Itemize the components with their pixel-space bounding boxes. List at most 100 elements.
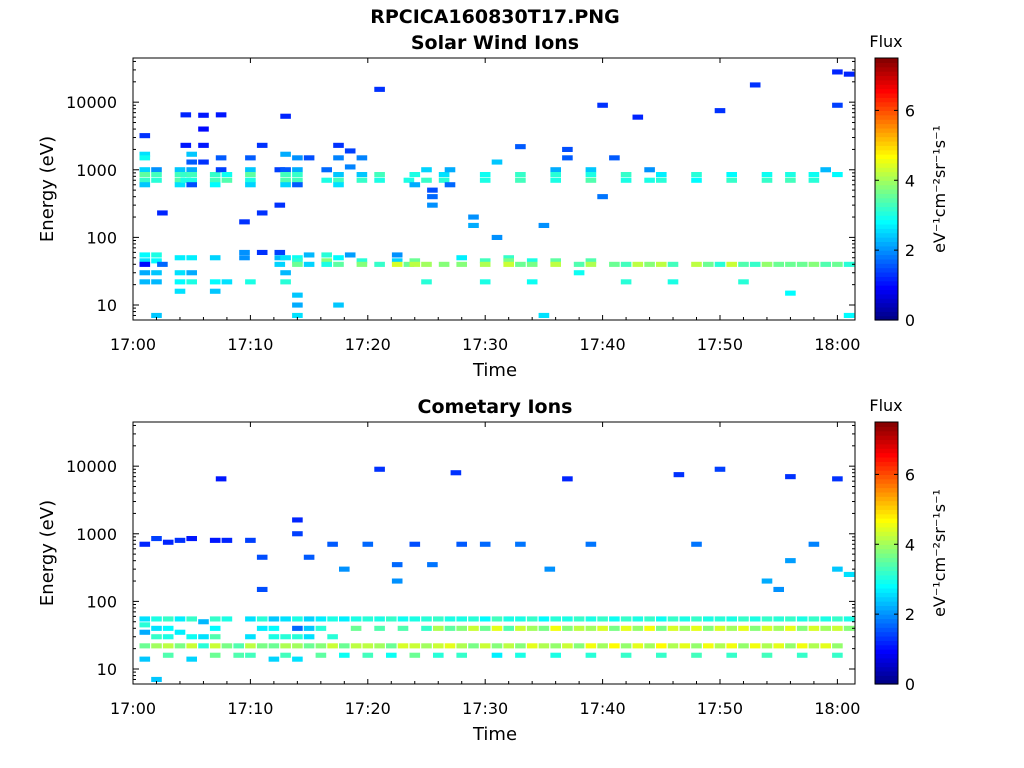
p1-heatmap-cell (644, 167, 655, 173)
p2-heatmap-cell (479, 643, 491, 649)
p2-heatmap-cell (209, 625, 221, 631)
p1-heatmap-cell (843, 261, 855, 267)
p1-heatmap-cell (738, 261, 749, 267)
p2-colorbar-segment (875, 456, 898, 462)
p2-heatmap-cell (303, 643, 315, 649)
p2-heatmap-cell (726, 616, 737, 622)
p1-axes-frame (132, 57, 856, 321)
p2-heatmap-cell (397, 643, 409, 649)
p2-heatmap-cell (820, 616, 831, 622)
p2-heatmap-cell (421, 616, 432, 622)
p2-heatmap-cell (550, 625, 561, 631)
p1-heatmap-cell (479, 261, 491, 267)
p2-colorbar-segment (875, 526, 898, 532)
p1-heatmap-cell (468, 214, 479, 220)
p1-heatmap-cell (215, 112, 227, 118)
p1-heatmap-cell (374, 86, 385, 92)
p2-heatmap-cell (479, 616, 491, 622)
p1-colorbar-segment (875, 306, 898, 312)
p1-heatmap-cell (186, 151, 197, 157)
p1-colorbar-frame (874, 57, 899, 321)
p2-heatmap-cell (186, 536, 197, 542)
p1-heatmap-cell (479, 279, 491, 285)
p1-heatmap-cell (714, 108, 726, 114)
p2-heatmap-cell (761, 616, 773, 622)
p2-heatmap-cell (785, 474, 796, 480)
p2-heatmap-cell (303, 616, 315, 622)
p1-heatmap-cell (456, 255, 467, 261)
p2-heatmap-cell (656, 643, 667, 649)
p1-heatmap-cell (186, 177, 197, 183)
p1-heatmap-cell (808, 261, 820, 267)
p2-colorbar-segment (875, 518, 898, 524)
p1-heatmap-cell (157, 210, 168, 216)
p1-heatmap-cell (274, 255, 286, 261)
p1-heatmap-cell (726, 172, 737, 178)
p1-colorbar-segment (875, 175, 898, 181)
p1-heatmap-cell (139, 252, 151, 258)
p2-heatmap-cell (562, 643, 573, 649)
p1-heatmap-cell (427, 202, 438, 208)
p2-heatmap-cell (515, 625, 526, 631)
p2-heatmap-cell (620, 643, 632, 649)
p2-heatmap-cell (245, 643, 256, 649)
p1-heatmap-cell (644, 261, 655, 267)
p1-colorbar-segment (875, 167, 898, 173)
p1-colorbar-segment (875, 106, 898, 111)
p2-heatmap-cell (456, 625, 467, 631)
p1-heatmap-cell (820, 261, 831, 267)
p1-colorbar-segment (875, 145, 898, 151)
p2-heatmap-cell (773, 586, 784, 592)
p1-colorbar-segment (875, 162, 898, 168)
p2-heatmap-cell (538, 643, 550, 649)
p1-heatmap-cell (321, 167, 332, 173)
p1-heatmap-cell (585, 167, 597, 173)
p1-heatmap-cell (174, 288, 186, 294)
p1-colorbar-segment (875, 58, 898, 63)
p1-colorbar-segment (875, 276, 898, 282)
p2-heatmap-cell (550, 643, 561, 649)
p2-x-tick-label: 17:10 (227, 699, 273, 718)
p1-heatmap-cell (333, 255, 344, 261)
p2-heatmap-cell (409, 541, 421, 547)
p1-colorbar-segment (875, 97, 898, 103)
p2-heatmap-cell (151, 676, 162, 682)
p1-heatmap-cell (550, 258, 561, 264)
p2-heatmap-cell (391, 578, 403, 584)
p2-heatmap-cell (139, 541, 151, 547)
p2-heatmap-cell (491, 643, 503, 649)
p1-heatmap-cell (151, 312, 162, 318)
p2-heatmap-cell (468, 625, 479, 631)
p2-heatmap-cell (245, 537, 256, 543)
p2-heatmap-cell (362, 643, 374, 649)
p2-heatmap-cell (820, 625, 831, 631)
p1-heatmap-cell (139, 182, 151, 188)
p2-heatmap-cell (151, 634, 162, 640)
p2-heatmap-cell (221, 616, 233, 622)
p1-heatmap-cell (274, 202, 286, 208)
p2-x-tick-label: 17:00 (110, 699, 156, 718)
p1-colorbar-segment (875, 158, 898, 164)
p2-heatmap-cell (339, 566, 350, 572)
p1-heatmap-cell (515, 261, 526, 267)
p1-colorbar-segment (875, 202, 898, 208)
p2-heatmap-cell (256, 554, 268, 560)
p2-heatmap-cell (691, 616, 702, 622)
p2-heatmap-cell (526, 625, 538, 631)
p2-heatmap-cell (409, 616, 421, 622)
p1-heatmap-cell (209, 172, 221, 178)
p1-heatmap-cell (280, 270, 291, 276)
p1-heatmap-cell (139, 151, 151, 157)
p2-colorbar-segment (875, 500, 898, 506)
p2-heatmap-cell (679, 616, 691, 622)
p1-colorbar-segment (875, 311, 898, 317)
p1-heatmap-cell (245, 177, 256, 183)
p2-heatmap-cell (209, 643, 221, 649)
p2-heatmap-cell (327, 541, 338, 547)
p1-colorbar-segment (875, 189, 898, 194)
p1-heatmap-cell (239, 219, 250, 225)
p1-heatmap-cell (157, 261, 168, 267)
p2-heatmap-cell (327, 643, 338, 649)
p1-heatmap-cell (292, 177, 303, 183)
p1-heatmap-cell (280, 279, 291, 285)
